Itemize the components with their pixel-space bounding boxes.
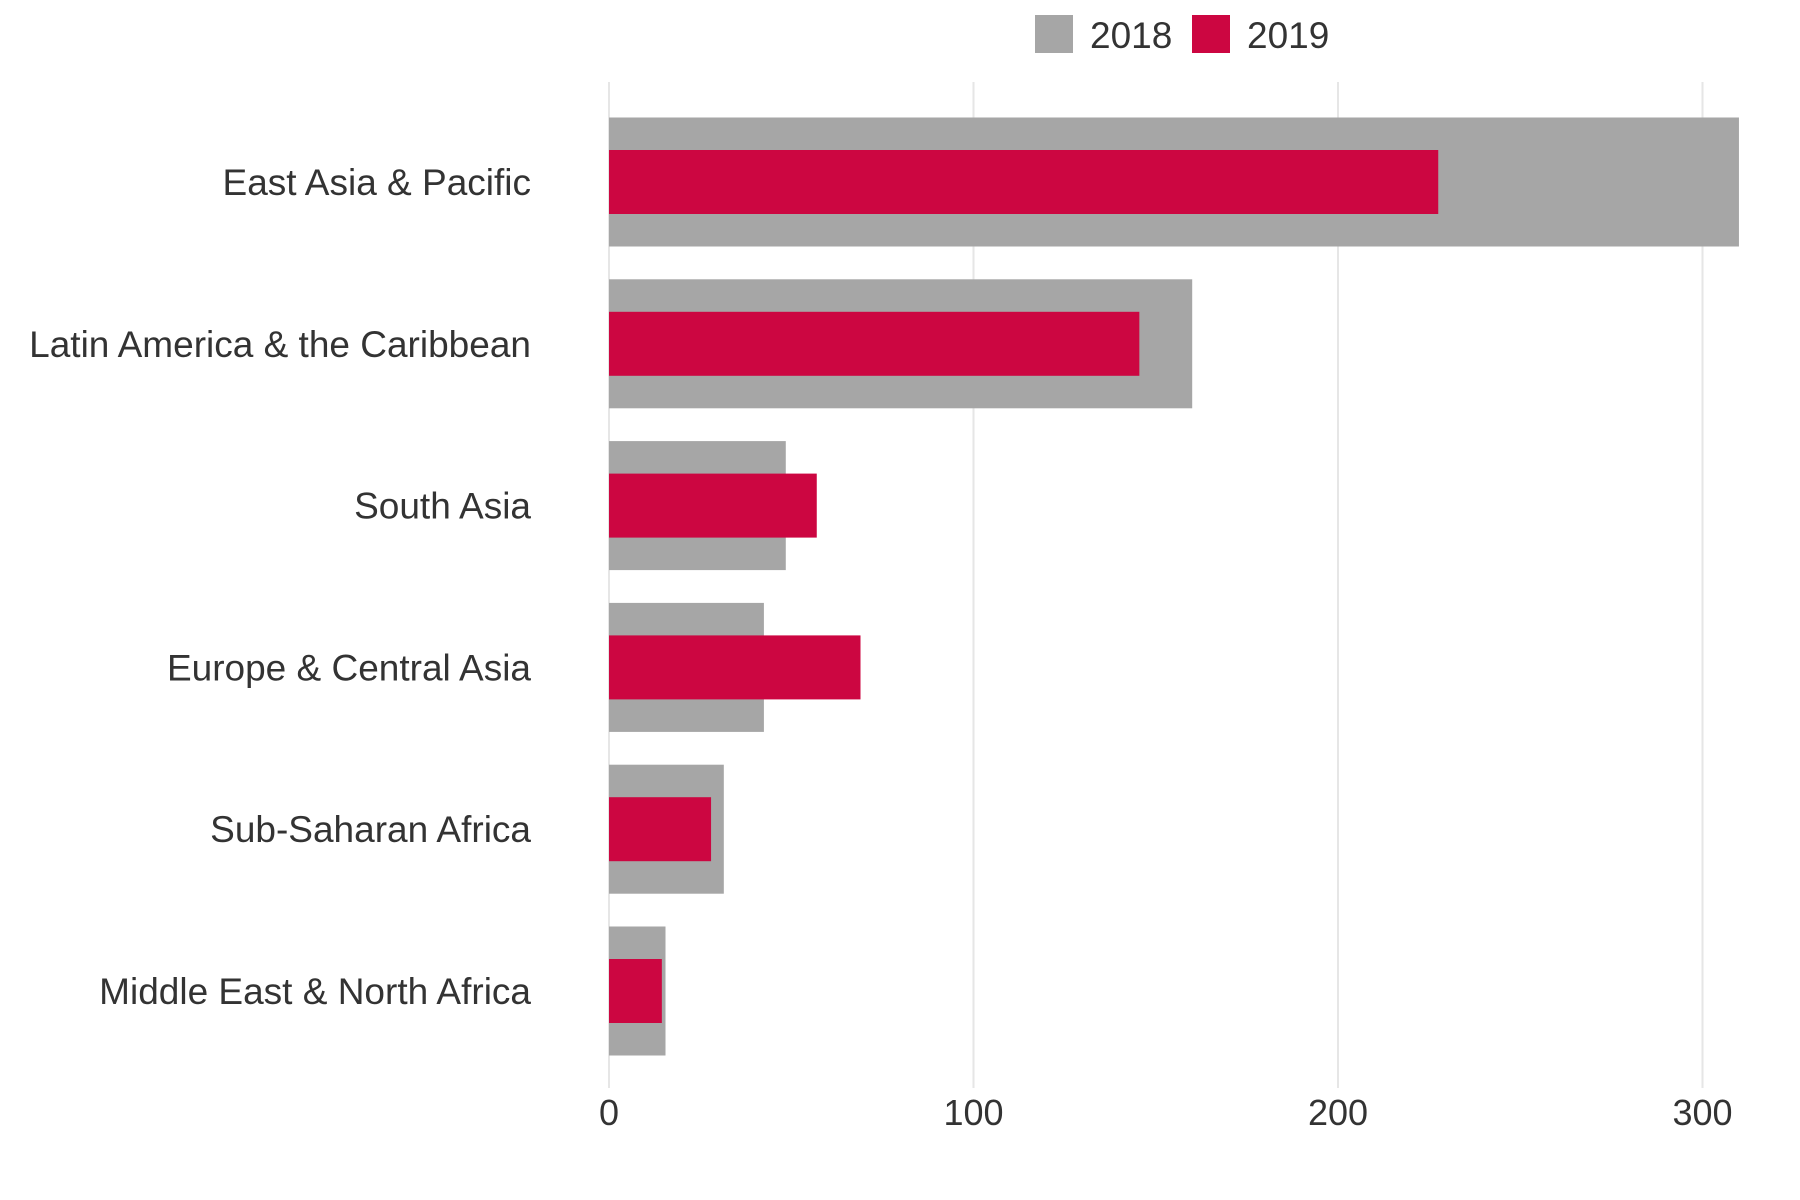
bar-2019-latin-america-and-the-caribbean [609, 311, 1140, 376]
legend-swatch-2018 [1035, 15, 1073, 53]
category-labels: East Asia & Pacific Latin America & the C… [29, 162, 531, 1012]
category-label-latin-america-and-the-caribbean: Latin America & the Caribbean [29, 324, 531, 365]
bar-2019-middle-east-and-north-africa [609, 959, 662, 1023]
bar-2019-east-asia-and-pacific [609, 150, 1439, 214]
x-tick-label-200: 200 [1308, 1092, 1368, 1133]
category-label-east-asia-and-pacific: East Asia & Pacific [223, 162, 531, 203]
category-label-south-asia: South Asia [354, 486, 531, 527]
category-label-sub-saharan-africa: Sub-Saharan Africa [210, 809, 531, 850]
legend-label-2018: 2018 [1090, 15, 1172, 56]
legend-label-2019: 2019 [1247, 15, 1329, 56]
legend: 2018 2019 [1035, 15, 1329, 56]
category-label-europe-and-central-asia: Europe & Central Asia [167, 647, 531, 688]
x-tick-label-0: 0 [599, 1092, 619, 1133]
x-tick-label-100: 100 [943, 1092, 1003, 1133]
bar-2019-sub-saharan-africa [609, 797, 712, 862]
gridlines [608, 82, 1704, 1088]
bar-2019-europe-and-central-asia [609, 635, 861, 700]
bar-2019-south-asia [609, 473, 817, 538]
bars [609, 117, 1739, 1056]
x-axis: 0 100 200 300 [599, 1092, 1733, 1133]
x-tick-label-300: 300 [1672, 1092, 1732, 1133]
category-label-middle-east-and-north-africa: Middle East & North Africa [99, 971, 531, 1012]
legend-swatch-2019 [1192, 15, 1230, 53]
